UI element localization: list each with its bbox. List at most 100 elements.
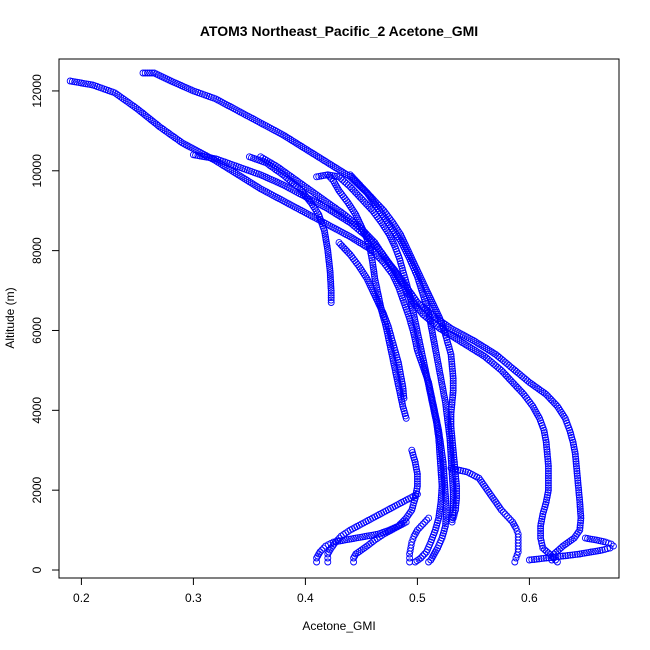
data-point xyxy=(573,550,581,558)
data-point xyxy=(590,536,598,544)
data-point xyxy=(442,492,450,500)
data-point xyxy=(340,193,347,201)
data-point xyxy=(369,263,377,271)
data-point xyxy=(447,425,455,433)
data-point xyxy=(316,154,324,162)
data-point xyxy=(559,552,567,560)
data-point xyxy=(448,360,456,368)
data-point xyxy=(349,186,357,194)
data-point xyxy=(512,382,520,390)
data-point xyxy=(576,500,584,508)
data-point xyxy=(438,475,446,483)
data-point xyxy=(460,340,468,348)
data-point xyxy=(394,358,402,366)
data-point xyxy=(576,507,584,515)
data-point xyxy=(448,358,456,366)
data-point xyxy=(544,467,552,475)
data-point xyxy=(598,546,606,554)
data-point xyxy=(447,422,455,430)
data-point xyxy=(68,77,76,85)
data-point xyxy=(410,532,418,540)
data-point xyxy=(572,455,580,463)
data-point xyxy=(437,464,445,472)
data-point xyxy=(365,203,373,211)
data-point xyxy=(437,471,445,479)
data-point xyxy=(441,394,449,402)
data-point xyxy=(356,193,364,201)
data-point xyxy=(333,165,341,173)
data-point xyxy=(350,235,358,243)
data-point xyxy=(430,405,438,413)
data-point xyxy=(305,147,313,155)
data-point xyxy=(427,393,435,401)
data-point xyxy=(370,268,378,276)
data-point xyxy=(542,441,550,449)
data-point xyxy=(332,181,340,189)
data-point xyxy=(436,459,444,467)
data-point xyxy=(448,403,456,411)
data-point xyxy=(327,276,334,283)
data-point xyxy=(449,367,457,375)
data-point xyxy=(448,518,456,526)
data-point xyxy=(325,256,333,263)
data-point xyxy=(448,430,456,437)
data-point xyxy=(399,382,407,390)
data-point xyxy=(367,249,375,257)
data-point xyxy=(425,382,433,390)
data-point xyxy=(449,379,457,387)
data-point xyxy=(436,448,444,456)
data-point xyxy=(437,494,445,502)
data-point xyxy=(451,461,459,469)
data-point xyxy=(396,368,404,376)
data-point xyxy=(287,136,294,143)
data-point xyxy=(432,349,440,357)
data-point xyxy=(413,557,421,565)
data-point xyxy=(576,498,584,506)
data-point xyxy=(518,389,526,397)
data-point xyxy=(577,519,584,527)
data-point xyxy=(447,413,455,421)
data-point xyxy=(566,551,574,559)
data-point xyxy=(570,445,578,453)
data-point xyxy=(578,550,586,558)
data-point xyxy=(513,551,521,559)
y-tick-label: 4000 xyxy=(30,397,44,424)
data-point xyxy=(458,339,466,346)
data-point xyxy=(326,262,333,270)
data-point xyxy=(420,359,428,367)
data-point xyxy=(366,247,374,255)
data-point xyxy=(444,416,452,424)
data-point xyxy=(523,394,531,402)
data-point xyxy=(572,453,579,461)
data-point xyxy=(231,168,238,176)
data-point xyxy=(436,446,443,454)
data-point xyxy=(545,394,553,402)
data-point xyxy=(462,341,470,349)
data-point xyxy=(540,554,548,562)
data-point xyxy=(326,269,334,277)
data-point xyxy=(326,273,334,281)
data-point xyxy=(370,209,378,217)
data-point xyxy=(535,555,543,563)
data-point xyxy=(569,438,577,446)
y-tick-label: 10000 xyxy=(30,154,44,188)
data-point xyxy=(436,507,444,515)
data-point xyxy=(141,69,149,77)
data-point xyxy=(298,143,306,150)
data-point xyxy=(552,553,560,561)
data-point xyxy=(354,191,362,199)
data-point xyxy=(469,337,477,344)
data-point xyxy=(324,247,332,255)
data-point xyxy=(341,246,349,253)
data-point xyxy=(240,174,248,182)
data-point xyxy=(542,554,550,562)
data-point xyxy=(144,69,151,77)
data-point xyxy=(139,69,147,77)
data-point xyxy=(425,514,433,522)
data-point xyxy=(418,348,426,356)
data-point xyxy=(327,544,335,552)
data-point xyxy=(430,338,438,346)
data-point xyxy=(449,442,457,449)
data-point xyxy=(464,342,472,350)
data-point xyxy=(431,344,439,352)
